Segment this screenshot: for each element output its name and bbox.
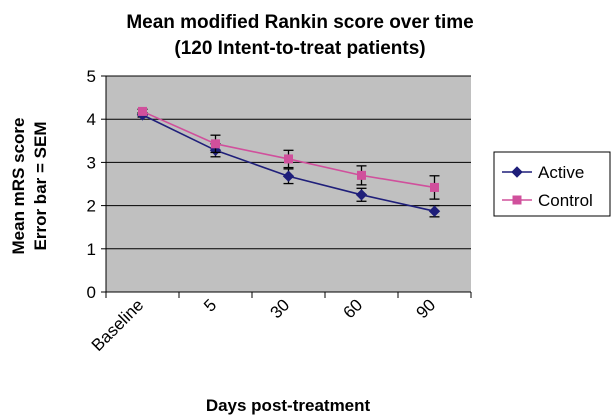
x-tick-label: 5 [200,295,220,315]
legend-label-active: Active [538,163,584,182]
y-tick-label: 0 [87,283,96,302]
data-point-control [284,154,293,164]
chart-subtitle: (120 Intent-to-treat patients) [174,38,425,59]
data-point-control [357,170,366,180]
data-point-active [355,189,368,201]
legend-item-active: Active [502,163,584,182]
y-tick-label: 4 [87,110,96,129]
data-point-active [428,205,441,217]
series-control [137,106,440,200]
y-tick-label: 1 [87,240,96,259]
x-tick-label: Baseline [88,295,148,355]
y-tick-labels: 0 1 2 3 4 5 [87,67,96,302]
y-tick-label: 5 [87,67,96,86]
x-tick-label: 90 [413,295,440,322]
data-point-control [138,106,147,116]
series-group [136,106,441,218]
y-axis-label-line1: Mean mRS score [9,118,28,255]
data-point-active [282,170,295,182]
y-tick-label: 3 [87,153,96,172]
chart-title: Mean modified Rankin score over time [126,12,473,33]
data-point-control [430,182,439,192]
legend-item-control: Control [502,191,593,210]
legend: Active Control [493,151,611,217]
legend-marker-active [511,166,523,178]
y-axis-label-line2: Error bar = SEM [31,122,50,251]
x-tick-label: 60 [340,295,367,322]
axes [101,75,472,298]
x-tick-labels: Baseline 5 30 60 90 [88,295,440,355]
legend-items: Active Control [502,163,593,210]
data-point-control [211,139,220,149]
legend-marker-control [512,195,522,205]
legend-box [493,151,611,217]
x-tick-label: 30 [267,295,294,322]
x-axis-label: Days post-treatment [206,396,371,415]
y-tick-label: 2 [87,197,96,216]
legend-label-control: Control [538,191,593,210]
